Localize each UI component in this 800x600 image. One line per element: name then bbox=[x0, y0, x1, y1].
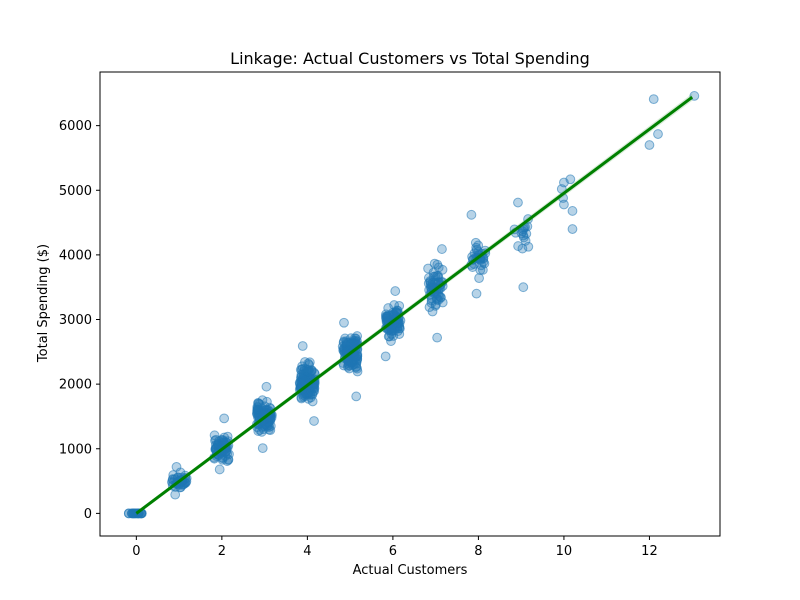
data-point bbox=[209, 430, 220, 441]
data-point bbox=[433, 262, 444, 273]
data-point bbox=[430, 300, 441, 311]
data-point bbox=[475, 265, 486, 275]
y-tick-label: 2000 bbox=[59, 378, 92, 393]
y-tick-label: 1000 bbox=[59, 442, 92, 457]
data-point bbox=[170, 489, 181, 500]
data-point bbox=[127, 508, 137, 519]
fit-line-layer bbox=[135, 93, 694, 516]
data-point bbox=[390, 286, 401, 296]
data-point bbox=[466, 209, 477, 220]
x-tick-label: 12 bbox=[641, 544, 658, 559]
data-point bbox=[298, 391, 309, 402]
data-point bbox=[432, 332, 443, 343]
data-point bbox=[309, 416, 319, 426]
chart-title: Linkage: Actual Customers vs Total Spend… bbox=[230, 49, 590, 68]
x-tick-label: 10 bbox=[556, 544, 573, 559]
data-point bbox=[437, 244, 447, 254]
data-point bbox=[265, 425, 276, 436]
data-point bbox=[257, 443, 268, 454]
plot-frame bbox=[99, 71, 721, 537]
data-point bbox=[223, 454, 234, 465]
data-point bbox=[653, 129, 663, 139]
data-point bbox=[339, 317, 349, 328]
x-tick-label: 6 bbox=[389, 544, 397, 559]
data-point bbox=[382, 311, 392, 322]
data-point bbox=[380, 351, 391, 362]
data-point bbox=[644, 140, 655, 150]
x-tick-label: 8 bbox=[474, 544, 482, 559]
data-point bbox=[648, 94, 659, 105]
data-point bbox=[261, 381, 272, 392]
data-point bbox=[299, 366, 310, 377]
data-point bbox=[300, 357, 310, 367]
data-point bbox=[523, 241, 534, 252]
axes: 0 2 4 6 8 10 12 0 1000 2000 3000 4000 5000 6000 bbox=[59, 71, 721, 559]
data-point bbox=[513, 197, 523, 208]
y-tick-label: 0 bbox=[84, 507, 92, 522]
y-tick-label: 5000 bbox=[59, 184, 92, 199]
x-tick-label: 0 bbox=[132, 544, 140, 559]
data-point bbox=[218, 436, 228, 446]
data-point bbox=[219, 413, 230, 424]
data-point bbox=[386, 336, 396, 346]
data-point bbox=[175, 467, 186, 478]
data-point bbox=[471, 288, 482, 299]
data-point bbox=[351, 391, 362, 402]
data-point bbox=[214, 464, 225, 475]
y-tick-label: 6000 bbox=[59, 119, 92, 134]
x-tick-label: 2 bbox=[218, 544, 226, 559]
data-point bbox=[518, 282, 529, 293]
fit-line bbox=[135, 96, 694, 515]
data-point bbox=[123, 508, 134, 519]
data-point bbox=[559, 199, 569, 210]
data-point bbox=[341, 339, 352, 350]
data-point bbox=[256, 426, 267, 437]
data-point bbox=[470, 237, 481, 248]
data-point bbox=[423, 263, 433, 274]
data-point bbox=[565, 174, 576, 185]
x-tick-label: 4 bbox=[303, 544, 311, 559]
x-axis-label: Actual Customers bbox=[353, 563, 468, 578]
y-tick-label: 3000 bbox=[59, 313, 92, 328]
data-point bbox=[567, 224, 578, 234]
data-point bbox=[253, 398, 264, 409]
data-point bbox=[348, 355, 359, 365]
data-point bbox=[567, 206, 578, 216]
data-point bbox=[297, 341, 308, 351]
y-tick-label: 4000 bbox=[59, 248, 92, 263]
data-point bbox=[428, 271, 439, 282]
data-point bbox=[474, 273, 484, 284]
y-axis-label: Total Spending ($) bbox=[36, 244, 51, 363]
data-point bbox=[307, 396, 318, 407]
data-point bbox=[520, 235, 531, 246]
